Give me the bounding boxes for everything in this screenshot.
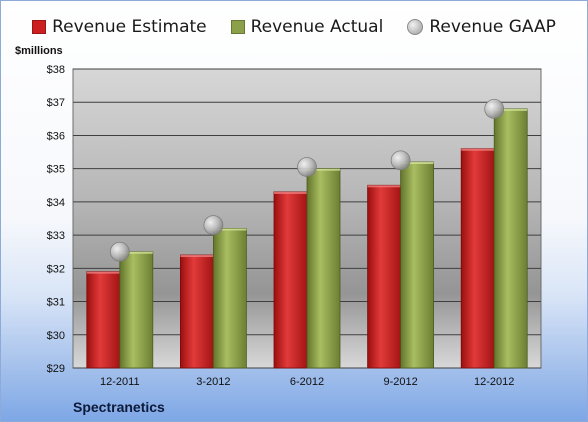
bar-revenue-actual [493,108,528,369]
x-tick-label: 3-2012 [196,376,230,388]
x-tick-label: 9-2012 [383,376,417,388]
company-name: Spectranetics [73,399,165,415]
y-tick-label: $35 [47,164,65,176]
bar-revenue-actual-top [494,108,528,111]
legend: Revenue Estimate Revenue Actual Revenue … [1,17,587,37]
bar-revenue-actual-top [213,228,247,231]
legend-label-actual: Revenue Actual [250,17,384,37]
legend-item-estimate: Revenue Estimate [32,17,207,37]
bar-revenue-actual [119,251,154,369]
bar-revenue-estimate [86,271,121,369]
legend-swatch-estimate [32,20,47,34]
bar-revenue-estimate-top [274,191,307,194]
bar-revenue-estimate-top [367,185,401,188]
y-tick-label: $31 [47,297,65,309]
bar-revenue-estimate-top [461,148,495,151]
legend-swatch-actual [230,20,245,34]
legend-swatch-gaap [407,19,424,35]
y-tick-label: $37 [47,97,65,109]
y-tick-label: $30 [47,330,65,342]
y-tick-label: $38 [47,64,65,76]
y-tick-label: $32 [47,263,65,275]
bar-revenue-actual-top [119,251,153,254]
bar-revenue-estimate [179,254,214,369]
y-tick-label: $34 [47,197,65,209]
legend-label-gaap: Revenue GAAP [429,17,556,37]
bar-revenue-estimate [273,191,308,369]
marker-revenue-gaap [297,157,317,177]
bar-revenue-estimate [367,184,402,369]
bar-revenue-actual-top [400,162,434,165]
bar-revenue-actual [212,228,247,369]
x-tick-label: 12-2012 [474,376,514,388]
bar-revenue-estimate-top [86,271,120,274]
bar-revenue-estimate-top [180,255,214,258]
y-tick-label: $29 [47,363,65,375]
legend-item-gaap: Revenue GAAP [407,17,556,37]
y-tick-label: $36 [47,130,65,142]
y-tick-label: $33 [47,230,65,242]
marker-revenue-gaap [203,215,224,236]
legend-label-estimate: Revenue Estimate [52,17,207,37]
marker-revenue-gaap [484,98,505,119]
legend-item-actual: Revenue Actual [230,17,384,37]
bar-revenue-actual-top [307,168,340,171]
x-tick-label: 12-2011 [100,376,140,388]
bar-revenue-actual [306,168,341,369]
marker-revenue-gaap [109,241,130,262]
x-tick-label: 6-2012 [290,376,324,388]
marker-revenue-gaap [390,150,411,171]
bar-revenue-estimate [460,148,495,369]
y-axis-unit-label: $millions [15,45,63,57]
bar-revenue-actual [400,161,435,369]
